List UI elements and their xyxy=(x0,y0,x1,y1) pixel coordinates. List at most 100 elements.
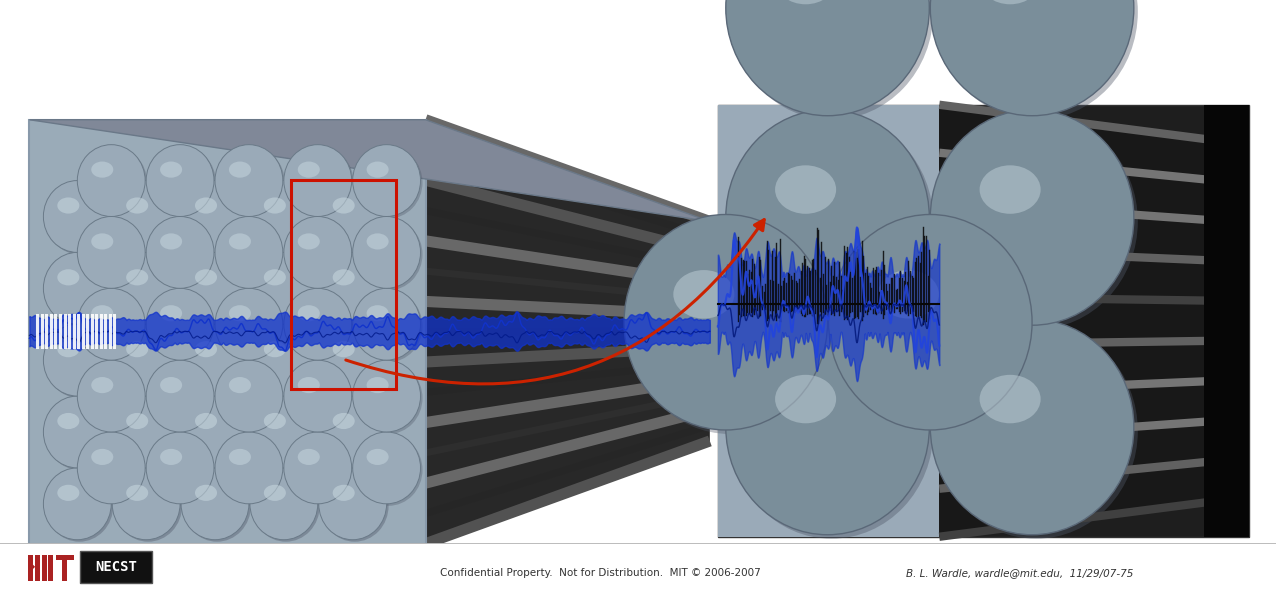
Ellipse shape xyxy=(115,326,182,398)
Bar xyxy=(56,555,74,560)
Ellipse shape xyxy=(333,413,355,429)
Ellipse shape xyxy=(355,147,422,219)
Ellipse shape xyxy=(112,468,180,540)
Ellipse shape xyxy=(352,216,421,288)
Ellipse shape xyxy=(319,396,387,468)
Text: Confidential Property.  Not for Distribution.  MIT © 2006-2007: Confidential Property. Not for Distribut… xyxy=(440,568,760,578)
Ellipse shape xyxy=(43,181,111,252)
Ellipse shape xyxy=(181,396,249,468)
Ellipse shape xyxy=(182,398,251,470)
Ellipse shape xyxy=(297,449,320,465)
Ellipse shape xyxy=(251,326,320,398)
Ellipse shape xyxy=(115,470,182,542)
Ellipse shape xyxy=(930,110,1134,325)
Ellipse shape xyxy=(182,183,251,254)
Ellipse shape xyxy=(92,449,114,465)
Ellipse shape xyxy=(181,181,249,252)
Ellipse shape xyxy=(214,288,283,360)
Ellipse shape xyxy=(182,470,251,542)
Ellipse shape xyxy=(43,468,111,540)
Ellipse shape xyxy=(57,413,79,429)
Ellipse shape xyxy=(352,145,421,216)
Ellipse shape xyxy=(264,269,286,285)
Ellipse shape xyxy=(57,197,79,213)
Ellipse shape xyxy=(160,377,182,393)
Ellipse shape xyxy=(92,233,114,249)
Ellipse shape xyxy=(217,362,285,434)
Ellipse shape xyxy=(148,219,216,290)
Ellipse shape xyxy=(46,470,114,542)
Ellipse shape xyxy=(43,396,111,468)
Ellipse shape xyxy=(92,377,114,393)
Ellipse shape xyxy=(930,319,1134,535)
Ellipse shape xyxy=(319,324,387,396)
Ellipse shape xyxy=(320,183,389,254)
Ellipse shape xyxy=(264,341,286,357)
Ellipse shape xyxy=(147,360,214,432)
Ellipse shape xyxy=(286,434,353,506)
Ellipse shape xyxy=(333,341,355,357)
Ellipse shape xyxy=(228,233,251,249)
Ellipse shape xyxy=(147,432,214,504)
Ellipse shape xyxy=(832,219,1036,434)
Ellipse shape xyxy=(980,165,1041,214)
Ellipse shape xyxy=(250,252,318,324)
Ellipse shape xyxy=(217,290,285,362)
Polygon shape xyxy=(939,105,1248,537)
Ellipse shape xyxy=(730,0,933,120)
Ellipse shape xyxy=(930,0,1134,116)
Ellipse shape xyxy=(160,449,182,465)
Ellipse shape xyxy=(333,485,355,501)
Ellipse shape xyxy=(46,183,114,254)
Ellipse shape xyxy=(355,219,422,290)
Ellipse shape xyxy=(115,254,182,326)
Polygon shape xyxy=(718,105,1248,537)
Ellipse shape xyxy=(352,288,421,360)
Ellipse shape xyxy=(79,219,147,290)
Ellipse shape xyxy=(148,434,216,506)
Ellipse shape xyxy=(333,269,355,285)
Polygon shape xyxy=(29,120,425,544)
Ellipse shape xyxy=(148,362,216,434)
Bar xyxy=(80,551,152,583)
Ellipse shape xyxy=(283,288,352,360)
Ellipse shape xyxy=(46,398,114,470)
Ellipse shape xyxy=(195,197,217,213)
Ellipse shape xyxy=(352,360,421,432)
Ellipse shape xyxy=(264,485,286,501)
Ellipse shape xyxy=(355,434,422,506)
Ellipse shape xyxy=(250,324,318,396)
Ellipse shape xyxy=(79,434,147,506)
Ellipse shape xyxy=(878,270,939,319)
Polygon shape xyxy=(718,105,939,537)
Ellipse shape xyxy=(228,377,251,393)
Ellipse shape xyxy=(980,375,1041,423)
Ellipse shape xyxy=(934,0,1138,120)
Ellipse shape xyxy=(195,269,217,285)
Ellipse shape xyxy=(195,485,217,501)
Ellipse shape xyxy=(43,252,111,324)
Ellipse shape xyxy=(160,305,182,322)
Ellipse shape xyxy=(115,398,182,470)
Ellipse shape xyxy=(286,147,353,219)
Ellipse shape xyxy=(297,161,320,178)
Ellipse shape xyxy=(286,219,353,290)
Ellipse shape xyxy=(148,147,216,219)
Ellipse shape xyxy=(286,290,353,362)
Ellipse shape xyxy=(79,290,147,362)
Ellipse shape xyxy=(147,145,214,216)
Ellipse shape xyxy=(251,183,320,254)
Ellipse shape xyxy=(79,147,147,219)
Ellipse shape xyxy=(214,216,283,288)
Ellipse shape xyxy=(92,161,114,178)
Text: B. L. Wardle, wardle@mit.edu,  11/29/07-75: B. L. Wardle, wardle@mit.edu, 11/29/07-7… xyxy=(906,568,1133,578)
Ellipse shape xyxy=(934,113,1138,329)
Ellipse shape xyxy=(126,269,148,285)
Ellipse shape xyxy=(250,181,318,252)
Bar xyxy=(291,180,396,389)
Ellipse shape xyxy=(297,233,320,249)
Ellipse shape xyxy=(57,485,79,501)
Ellipse shape xyxy=(828,215,1032,430)
Ellipse shape xyxy=(775,375,836,423)
Ellipse shape xyxy=(126,341,148,357)
